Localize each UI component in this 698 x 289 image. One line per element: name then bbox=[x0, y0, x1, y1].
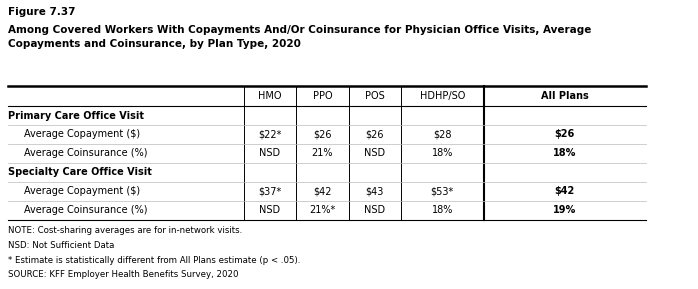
Text: POS: POS bbox=[365, 91, 385, 101]
Text: NSD: NSD bbox=[260, 205, 281, 215]
Text: 18%: 18% bbox=[553, 148, 577, 158]
Text: $53*: $53* bbox=[431, 186, 454, 196]
Text: $42: $42 bbox=[313, 186, 332, 196]
Text: $42: $42 bbox=[554, 186, 574, 196]
Text: 21%: 21% bbox=[312, 148, 333, 158]
Text: HMO: HMO bbox=[258, 91, 282, 101]
Text: Specialty Care Office Visit: Specialty Care Office Visit bbox=[8, 167, 151, 177]
Text: HDHP/SO: HDHP/SO bbox=[419, 91, 465, 101]
Text: 21%*: 21%* bbox=[309, 205, 336, 215]
Text: Average Copayment ($): Average Copayment ($) bbox=[24, 186, 140, 196]
Text: * Estimate is statistically different from All Plans estimate (p < .05).: * Estimate is statistically different fr… bbox=[8, 255, 300, 264]
Text: $26: $26 bbox=[313, 129, 332, 140]
Text: NOTE: Cost-sharing averages are for in-network visits.: NOTE: Cost-sharing averages are for in-n… bbox=[8, 226, 242, 235]
Text: NSD: Not Sufficient Data: NSD: Not Sufficient Data bbox=[8, 241, 114, 250]
Text: Average Coinsurance (%): Average Coinsurance (%) bbox=[24, 148, 147, 158]
Text: PPO: PPO bbox=[313, 91, 332, 101]
Text: $26: $26 bbox=[366, 129, 384, 140]
Text: NSD: NSD bbox=[364, 148, 385, 158]
Text: $26: $26 bbox=[554, 129, 574, 140]
Text: Average Copayment ($): Average Copayment ($) bbox=[24, 129, 140, 140]
Text: 18%: 18% bbox=[431, 148, 453, 158]
Text: Primary Care Office Visit: Primary Care Office Visit bbox=[8, 110, 144, 121]
Text: $28: $28 bbox=[433, 129, 452, 140]
Text: SOURCE: KFF Employer Health Benefits Survey, 2020: SOURCE: KFF Employer Health Benefits Sur… bbox=[8, 271, 238, 279]
Text: NSD: NSD bbox=[364, 205, 385, 215]
Text: $22*: $22* bbox=[258, 129, 282, 140]
Text: All Plans: All Plans bbox=[541, 91, 588, 101]
Text: 18%: 18% bbox=[431, 205, 453, 215]
Text: 19%: 19% bbox=[553, 205, 577, 215]
Text: $43: $43 bbox=[366, 186, 384, 196]
Text: Figure 7.37: Figure 7.37 bbox=[8, 7, 75, 17]
Text: Average Coinsurance (%): Average Coinsurance (%) bbox=[24, 205, 147, 215]
Text: NSD: NSD bbox=[260, 148, 281, 158]
Text: $37*: $37* bbox=[258, 186, 282, 196]
Text: Among Covered Workers With Copayments And/Or Coinsurance for Physician Office Vi: Among Covered Workers With Copayments An… bbox=[8, 25, 591, 49]
